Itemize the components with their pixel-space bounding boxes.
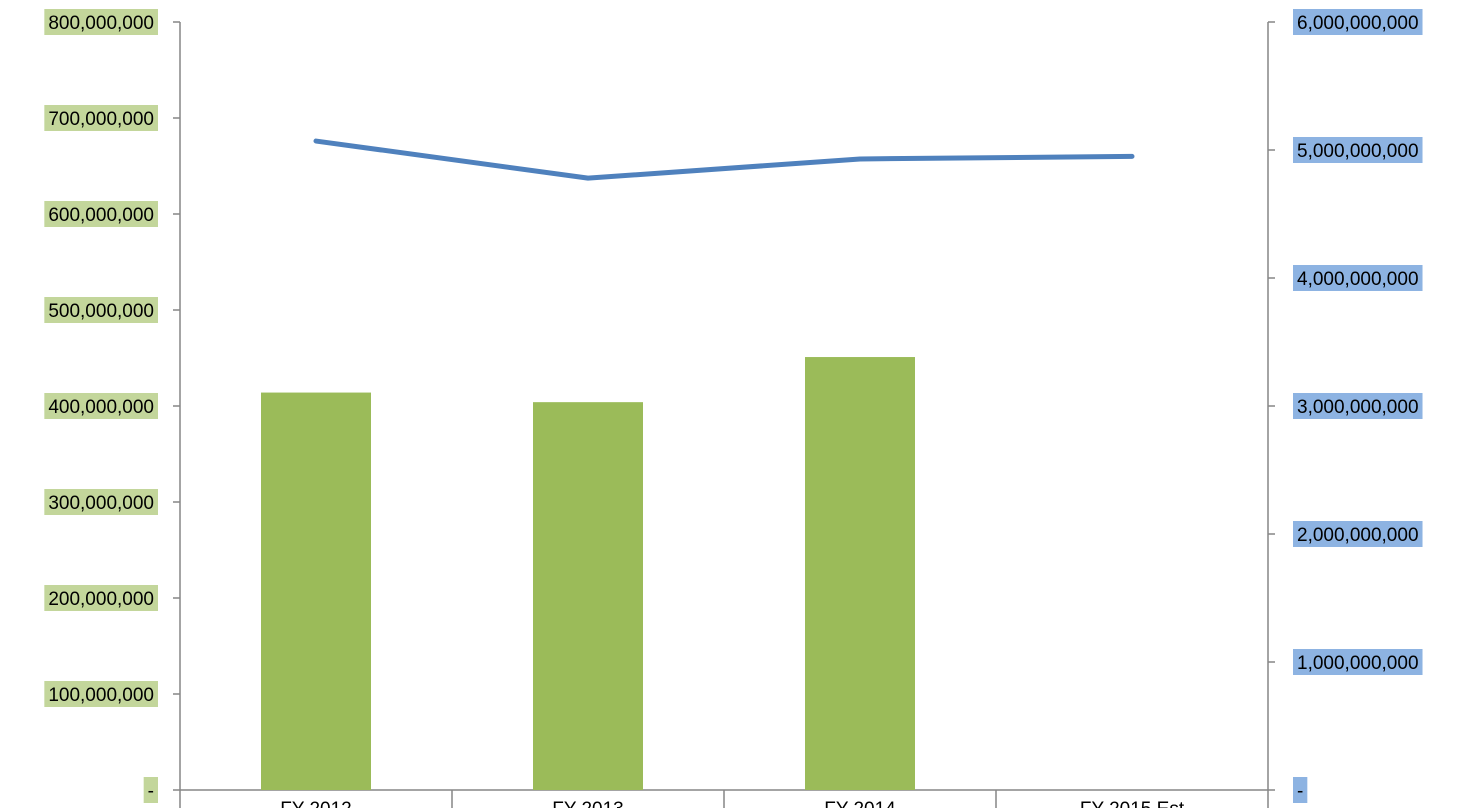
- x-axis-category-label: FY 2015 Est: [1080, 799, 1185, 808]
- right-axis-tick-label: 3,000,000,000: [1293, 393, 1423, 419]
- svg-text:2,000,000,000: 2,000,000,000: [1297, 525, 1419, 546]
- left-axis-tick-label: 100,000,000: [44, 681, 158, 707]
- right-axis-tick-label: 5,000,000,000: [1293, 137, 1423, 163]
- line-path: [313, 138, 1135, 181]
- svg-text:-: -: [1297, 781, 1303, 802]
- x-axis-category-labels: FY 2012 FY 2013 FY 2014 FY 2015 Est: [280, 799, 1185, 808]
- left-axis-tick-label: 700,000,000: [44, 105, 158, 131]
- svg-text:3,000,000,000: 3,000,000,000: [1297, 397, 1419, 418]
- left-axis-tick-labels: - 100,000,000 200,000,000 300,000,000 400,00…: [44, 9, 158, 803]
- bar: [805, 357, 915, 790]
- svg-text:5,000,000,000: 5,000,000,000: [1297, 141, 1419, 162]
- svg-text:800,000,000: 800,000,000: [48, 13, 154, 34]
- right-axis-tick-labels: - 1,000,000,000 2,000,000,000 3,000,000,000…: [1293, 9, 1423, 803]
- right-axis-tick-label: 4,000,000,000: [1293, 265, 1423, 291]
- right-axis-tick-label: 2,000,000,000: [1293, 521, 1423, 547]
- left-axis-tick-label: 300,000,000: [44, 489, 158, 515]
- left-axis-tick-label: 800,000,000: [44, 9, 158, 35]
- left-axis-tick-label: -: [143, 777, 158, 803]
- x-axis-category-label: FY 2012: [280, 799, 351, 808]
- left-axis-tick-label: 400,000,000: [44, 393, 158, 419]
- bar-series: [261, 357, 915, 790]
- svg-text:-: -: [148, 781, 154, 802]
- right-axis-tick-label: 1,000,000,000: [1293, 649, 1423, 675]
- svg-text:4,000,000,000: 4,000,000,000: [1297, 269, 1419, 290]
- svg-text:600,000,000: 600,000,000: [48, 205, 154, 226]
- bar: [261, 392, 371, 790]
- svg-text:1,000,000,000: 1,000,000,000: [1297, 653, 1419, 674]
- right-axis-tick-label: -: [1293, 777, 1308, 803]
- svg-text:400,000,000: 400,000,000: [48, 397, 154, 418]
- left-axis-tick-label: 600,000,000: [44, 201, 158, 227]
- svg-text:300,000,000: 300,000,000: [48, 493, 154, 514]
- x-axis-category-label: FY 2014: [824, 799, 896, 808]
- bar: [533, 402, 643, 790]
- svg-text:700,000,000: 700,000,000: [48, 109, 154, 130]
- left-axis-tick-label: 500,000,000: [44, 297, 158, 323]
- right-axis-tick-label: 6,000,000,000: [1293, 9, 1423, 35]
- line-series: [313, 138, 1135, 181]
- svg-text:100,000,000: 100,000,000: [48, 685, 154, 706]
- svg-text:500,000,000: 500,000,000: [48, 301, 154, 322]
- x-axis-category-label: FY 2013: [552, 799, 623, 808]
- svg-text:6,000,000,000: 6,000,000,000: [1297, 13, 1419, 34]
- left-axis-tick-label: 200,000,000: [44, 585, 158, 611]
- svg-text:200,000,000: 200,000,000: [48, 589, 154, 610]
